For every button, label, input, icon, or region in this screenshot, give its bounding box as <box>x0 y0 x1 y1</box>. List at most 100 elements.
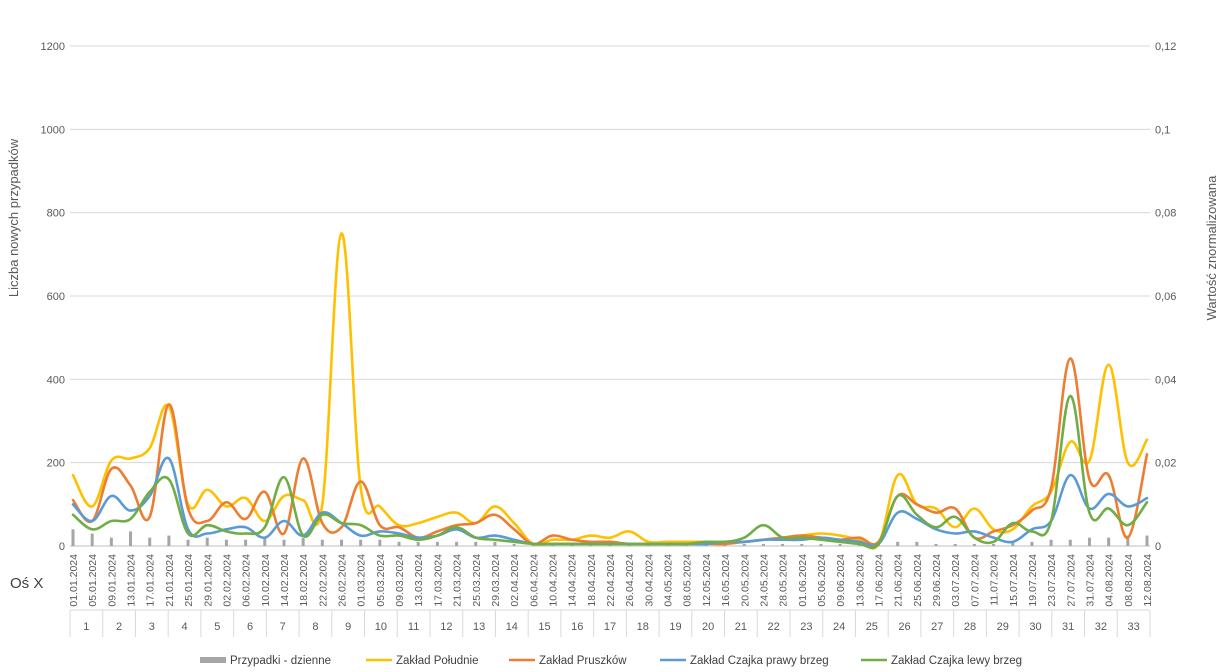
x-tick-label: 30.04.2024 <box>643 554 655 607</box>
y-tick-label: 1200 <box>41 41 65 53</box>
x-tick-label: 04.08.2024 <box>1104 554 1116 607</box>
x-tick-label: 18.02.2024 <box>298 554 310 607</box>
daily-case-bar <box>148 537 152 546</box>
x-tick-label: 15.07.2024 <box>1008 554 1020 607</box>
legend-label: Zakład Czajka prawy brzeg <box>690 655 829 667</box>
series-line-4 <box>71 394 1149 550</box>
week-label: 24 <box>833 621 845 633</box>
daily-case-bar <box>378 539 382 546</box>
daily-case-bar <box>397 541 401 546</box>
week-label: 4 <box>181 621 187 633</box>
week-label: 19 <box>669 621 681 633</box>
x-tick-label: 14.04.2024 <box>567 554 579 607</box>
daily-cases-bars <box>71 529 1149 546</box>
x-tick-label: 02.04.2024 <box>509 554 521 607</box>
daily-case-bar <box>819 543 823 546</box>
x-tick-label: 08.08.2024 <box>1123 554 1135 607</box>
x-tick-label: 20.05.2024 <box>739 554 751 607</box>
x-axis-ticks: 01.01.2024 05.01.2024 09.01.2024 13.01.2024… <box>68 554 1154 607</box>
y-tick-label: 0 <box>59 541 65 553</box>
week-label: 7 <box>280 621 286 633</box>
x-tick-label: 13.06.2024 <box>854 554 866 607</box>
daily-case-bar <box>359 539 363 546</box>
daily-case-bar <box>1107 537 1111 546</box>
x-tick-label: 21.03.2024 <box>452 554 464 607</box>
x-tick-label: 29.01.2024 <box>202 554 214 607</box>
y2-tick-label: 0,1 <box>1155 124 1170 136</box>
y2-tick-label: 0,06 <box>1155 291 1176 303</box>
legend-label: Zakład Czajka lewy brzeg <box>891 655 1022 667</box>
daily-case-bar <box>186 539 190 546</box>
daily-case-bar <box>1068 539 1072 546</box>
x-tick-label: 09.01.2024 <box>106 554 118 607</box>
daily-case-bar <box>435 541 439 546</box>
x-tick-label: 29.06.2024 <box>931 554 943 607</box>
x-tick-label: 01.06.2024 <box>797 554 809 607</box>
x-tick-label: 06.04.2024 <box>528 554 540 607</box>
x-tick-label: 08.05.2024 <box>682 554 694 607</box>
daily-case-bar <box>129 531 133 546</box>
week-label: 12 <box>440 621 452 633</box>
legend-label: Przypadki - dzienne <box>230 655 331 667</box>
daily-case-bar <box>109 537 113 546</box>
legend-label: Zakład Południe <box>396 655 478 667</box>
daily-case-bar <box>224 539 228 546</box>
x-tick-label: 12.05.2024 <box>701 554 713 607</box>
daily-case-bar <box>742 543 746 546</box>
daily-case-bar <box>1049 539 1053 546</box>
x-tick-label: 17.03.2024 <box>432 554 444 607</box>
week-label: 1 <box>83 621 89 633</box>
x-axis-title: Oś X <box>10 575 43 592</box>
daily-case-bar <box>167 535 171 546</box>
week-label: 13 <box>473 621 485 633</box>
daily-case-bar <box>1145 535 1149 546</box>
week-label: 23 <box>800 621 812 633</box>
x-tick-label: 22.04.2024 <box>605 554 617 607</box>
week-label: 20 <box>702 621 714 633</box>
y-tick-label: 200 <box>47 458 65 470</box>
daily-case-bar <box>340 539 343 546</box>
y2-tick-label: 0,08 <box>1155 208 1176 220</box>
daily-case-bar <box>934 543 938 546</box>
daily-case-bar <box>800 543 804 546</box>
x-tick-label: 26.02.2024 <box>337 554 349 607</box>
x-tick-label: 19.07.2024 <box>1027 554 1039 607</box>
x-tick-label: 28.05.2024 <box>778 554 790 607</box>
week-label: 2 <box>116 621 122 633</box>
x-tick-label: 06.02.2024 <box>241 554 253 607</box>
y-tick-label: 800 <box>47 208 65 220</box>
week-label: 16 <box>571 621 583 633</box>
x-tick-label: 07.07.2024 <box>969 554 981 607</box>
week-label: 29 <box>997 621 1009 633</box>
week-label: 21 <box>735 621 747 633</box>
week-label: 32 <box>1095 621 1107 633</box>
daily-case-bar <box>781 543 785 546</box>
week-label: 33 <box>1128 621 1140 633</box>
y2-tick-label: 0,12 <box>1155 41 1176 53</box>
x-tick-label: 01.01.2024 <box>68 554 80 607</box>
daily-case-bar <box>915 541 919 546</box>
y2-axis-ticks: 0 0,02 0,04 0,06 0,08 0,1 0,12 <box>1155 41 1176 553</box>
week-label: 6 <box>247 621 253 633</box>
week-label: 14 <box>506 621 518 633</box>
x-tick-label: 05.01.2024 <box>87 554 99 607</box>
daily-case-bar <box>838 543 842 546</box>
week-label: 15 <box>538 621 550 633</box>
daily-case-bar <box>320 539 324 546</box>
x-tick-label: 10.02.2024 <box>260 554 272 607</box>
x-tick-label: 04.05.2024 <box>663 554 675 607</box>
week-label: 27 <box>931 621 943 633</box>
x-tick-label: 02.02.2024 <box>221 554 233 607</box>
daily-case-bar <box>244 539 248 546</box>
y-axis-ticks: 0 200 400 600 800 1000 1200 <box>41 41 65 553</box>
x-tick-label: 23.07.2024 <box>1046 554 1058 607</box>
x-tick-label: 21.06.2024 <box>893 554 905 607</box>
week-label: 11 <box>408 621 419 633</box>
x-tick-label: 11.07.2024 <box>989 554 1001 606</box>
y2-axis-title: Wartość znormalizowana <box>1204 175 1219 321</box>
x-tick-label: 24.05.2024 <box>758 554 770 607</box>
x-tick-label: 01.03.2024 <box>356 554 368 607</box>
x-tick-label: 18.04.2024 <box>586 554 598 607</box>
daily-case-bar <box>493 541 497 546</box>
